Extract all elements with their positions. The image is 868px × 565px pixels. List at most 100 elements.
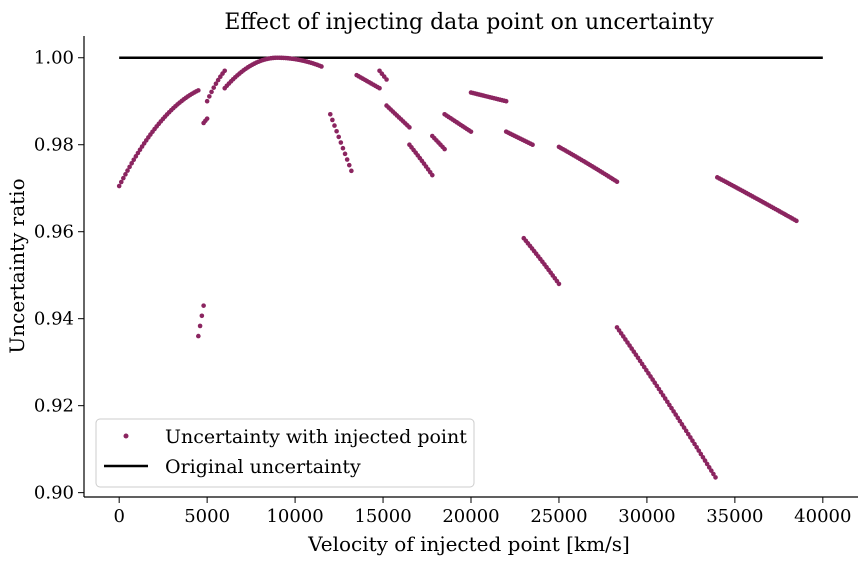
x-tick-label: 0 [113,506,124,527]
scatter-point [614,179,620,184]
scatter-point [342,151,348,157]
scatter-point [681,425,687,430]
scatter-point [384,77,389,82]
scatter-segment [377,68,389,82]
scatter-point [338,140,344,145]
scatter-segment [614,325,718,480]
scatter-segment [442,111,474,134]
scatter-segment [201,116,210,126]
scatter-point [336,134,342,140]
scatter-point [133,154,139,159]
scatter-point [123,172,128,177]
x-tick-label: 30000 [618,506,675,527]
scatter-point [556,281,562,287]
x-tick-label: 20000 [442,506,499,527]
scatter-point [794,218,799,224]
scatter-point [327,111,333,117]
scatter-segment [384,103,412,130]
scatter-segment [521,235,562,287]
scatter-segment [354,72,382,91]
x-tick-label: 15000 [354,506,411,527]
x-tick-label: 5000 [184,506,230,527]
scatter-point [215,77,221,83]
scatter-point [698,451,704,457]
scatter-segment [196,303,206,339]
scatter-point [334,128,339,134]
scatter-point [211,85,217,90]
scatter-point [127,164,132,170]
scatter-point [677,418,683,424]
scatter-point [222,68,228,74]
scatter-segment [327,111,354,174]
scatter-point [692,441,697,447]
scatter-point [116,183,122,189]
legend-label-line: Original uncertainty [165,456,361,478]
scatter-point [201,303,206,308]
x-axis-label: Velocity of injected point [km/s] [307,532,630,556]
y-tick-label: 0.98 [34,135,74,156]
scatter-point [694,445,699,450]
scatter-point [468,129,474,134]
scatter-point [209,89,214,95]
y-tick-label: 0.90 [34,483,74,504]
scatter-point [330,117,335,123]
scatter-segment [430,133,447,152]
scatter-point [199,313,205,319]
y-axis-label: Uncertainty ratio [5,178,29,353]
scatter-point [131,157,137,163]
chart-title: Effect of injecting data point on uncert… [224,10,714,35]
scatter-point [700,454,706,460]
y-tick-label: 0.96 [34,222,74,243]
scatter-segment [503,129,535,148]
x-tick-label: 40000 [794,506,851,527]
scatter-point [319,64,324,69]
scatter-point [346,162,352,168]
scatter-point [118,179,124,185]
scatter-point [135,150,141,156]
scatter-point [349,168,354,174]
x-ticks: 0 5000 10000 15000 20000 25000 30000 35000 40000 [113,497,851,527]
scatter-point [430,172,435,178]
scatter-point [332,123,337,128]
scatter-point [340,145,346,151]
scatter-point [196,88,201,93]
scatter-point [344,157,350,162]
legend-frame [95,418,475,488]
scatter-point [713,475,718,480]
plot-area [116,55,823,480]
scatter-point [197,323,203,329]
scatter-point [125,168,130,173]
y-ticks: 0.90 0.92 0.94 0.96 0.98 1.00 [34,48,84,504]
scatter-segment [468,90,509,104]
scatter-point [377,85,382,91]
x-tick-label: 25000 [530,506,587,527]
scatter-segment [407,142,435,178]
scatter-point [530,142,535,148]
scatter-point [196,333,201,339]
scatter-segment [116,88,201,189]
x-tick-label: 35000 [706,506,763,527]
scatter-point [679,422,685,427]
scatter-point [442,146,447,152]
scatter-segment [222,55,324,91]
scatter-point [204,116,210,121]
scatter-point [121,175,126,181]
scatter-segment [556,144,620,184]
scatter-point [711,471,716,477]
scatter-point [702,458,708,463]
legend-label-scatter: Uncertainty with injected point [165,426,467,448]
scatter-point [706,465,712,470]
scatter-point [690,438,695,443]
scatter-point [207,94,212,99]
scatter-point [129,161,134,166]
scatter-segment [714,175,799,224]
scatter-point [688,435,693,440]
scatter-point [696,448,702,453]
scatter-point [407,125,412,130]
scatter-point [213,81,219,87]
y-tick-label: 0.92 [34,396,74,417]
x-tick-label: 10000 [266,506,323,527]
scatter-segment [204,68,228,104]
scatter-point [683,428,689,434]
